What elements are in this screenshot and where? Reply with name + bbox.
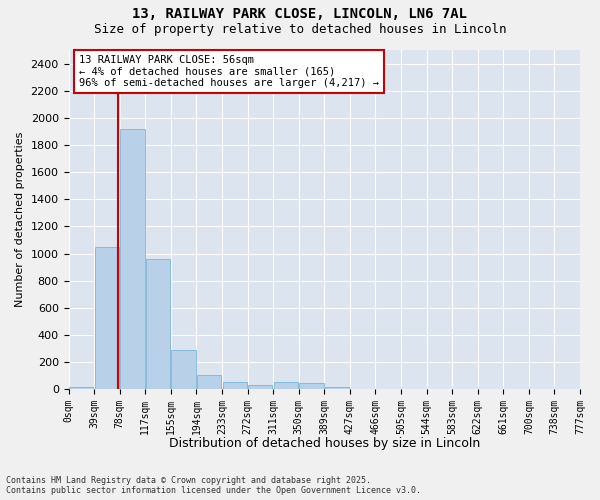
Text: Size of property relative to detached houses in Lincoln: Size of property relative to detached ho… bbox=[94, 22, 506, 36]
Bar bbox=[299, 383, 323, 389]
Bar bbox=[223, 382, 247, 389]
Bar bbox=[69, 386, 94, 389]
Text: 13, RAILWAY PARK CLOSE, LINCOLN, LN6 7AL: 13, RAILWAY PARK CLOSE, LINCOLN, LN6 7AL bbox=[133, 8, 467, 22]
Bar bbox=[146, 259, 170, 389]
Bar bbox=[325, 387, 349, 389]
Bar bbox=[248, 385, 272, 389]
Bar bbox=[274, 382, 298, 389]
Text: 13 RAILWAY PARK CLOSE: 56sqm
← 4% of detached houses are smaller (165)
96% of se: 13 RAILWAY PARK CLOSE: 56sqm ← 4% of det… bbox=[79, 55, 379, 88]
Text: Contains HM Land Registry data © Crown copyright and database right 2025.
Contai: Contains HM Land Registry data © Crown c… bbox=[6, 476, 421, 495]
X-axis label: Distribution of detached houses by size in Lincoln: Distribution of detached houses by size … bbox=[169, 437, 480, 450]
Bar bbox=[197, 375, 221, 389]
Bar bbox=[121, 128, 145, 389]
Bar bbox=[172, 350, 196, 389]
Bar bbox=[95, 247, 119, 389]
Y-axis label: Number of detached properties: Number of detached properties bbox=[15, 132, 25, 308]
